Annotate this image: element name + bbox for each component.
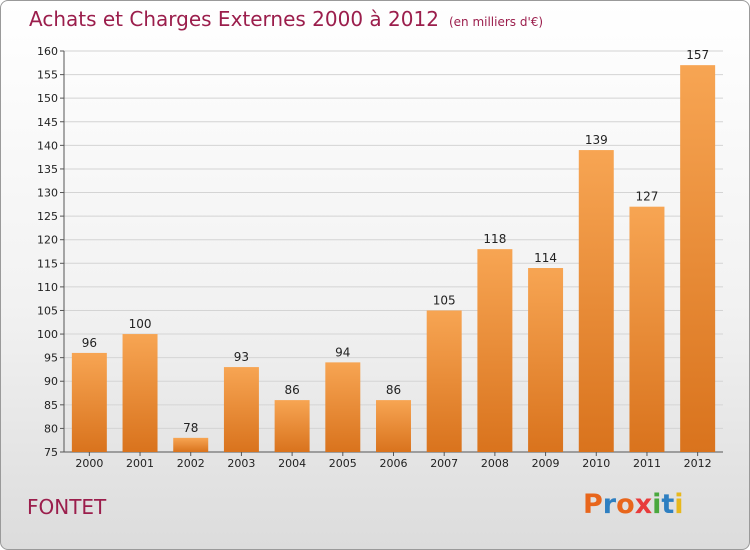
x-tick-label-2009: 2009 bbox=[532, 457, 560, 470]
x-tick-label-2002: 2002 bbox=[177, 457, 205, 470]
y-tick-label: 125 bbox=[37, 210, 58, 223]
logo-letter: i bbox=[674, 489, 684, 520]
logo-letter: r bbox=[602, 489, 617, 520]
data-label-2010: 139 bbox=[585, 133, 608, 147]
bar-2000 bbox=[71, 352, 107, 452]
x-tick-label-2004: 2004 bbox=[278, 457, 306, 470]
proxiti-logo[interactable]: Proxiti bbox=[583, 489, 684, 520]
logo-letter: o bbox=[616, 489, 635, 520]
y-tick-label: 135 bbox=[37, 163, 58, 176]
y-tick-label: 115 bbox=[37, 257, 58, 270]
data-label-2008: 118 bbox=[483, 232, 506, 246]
bar-2009 bbox=[528, 268, 564, 452]
y-tick-label: 95 bbox=[44, 352, 58, 365]
y-tick-label: 155 bbox=[37, 69, 58, 82]
bar-2005 bbox=[325, 362, 361, 452]
logo-letter: t bbox=[661, 489, 675, 520]
x-tick-label-2003: 2003 bbox=[227, 457, 255, 470]
commune-name: FONTET bbox=[27, 495, 107, 519]
data-label-2000: 96 bbox=[82, 336, 97, 350]
logo-letter: i bbox=[652, 489, 662, 520]
logo-letter: x bbox=[634, 489, 653, 520]
bar-2011 bbox=[629, 206, 665, 452]
data-label-2004: 86 bbox=[284, 383, 299, 397]
y-tick-label: 110 bbox=[37, 281, 58, 294]
data-label-2012: 157 bbox=[686, 48, 709, 62]
bar-2001 bbox=[122, 334, 158, 452]
chart-subtitle: (en milliers d'€) bbox=[448, 15, 544, 29]
x-tick-label-2008: 2008 bbox=[481, 457, 509, 470]
bar-2012 bbox=[680, 65, 716, 452]
x-tick-label-2000: 2000 bbox=[75, 457, 103, 470]
y-tick-label: 140 bbox=[37, 139, 58, 152]
x-tick-label-2007: 2007 bbox=[430, 457, 458, 470]
y-tick-label: 85 bbox=[44, 399, 58, 412]
bar-2003 bbox=[223, 367, 259, 452]
chart-title: Achats et Charges Externes 2000 à 2012 (e… bbox=[29, 7, 543, 31]
chart-title-text: Achats et Charges Externes 2000 à 2012 bbox=[29, 7, 439, 31]
data-label-2011: 127 bbox=[636, 190, 659, 204]
x-tick-label-2011: 2011 bbox=[633, 457, 661, 470]
data-label-2006: 86 bbox=[386, 383, 401, 397]
x-tick-label-2001: 2001 bbox=[126, 457, 154, 470]
bar-2010 bbox=[578, 150, 614, 452]
y-tick-label: 130 bbox=[37, 187, 58, 200]
data-label-2001: 100 bbox=[129, 317, 152, 331]
y-tick-label: 150 bbox=[37, 92, 58, 105]
bar-2006 bbox=[376, 400, 411, 452]
x-tick-label-2012: 2012 bbox=[684, 457, 712, 470]
bars bbox=[71, 65, 716, 452]
y-tick-label: 160 bbox=[37, 45, 58, 58]
x-tick-label-2005: 2005 bbox=[329, 457, 357, 470]
y-tick-label: 105 bbox=[37, 304, 58, 317]
y-tick-label: 100 bbox=[37, 328, 58, 341]
y-tick-label: 120 bbox=[37, 234, 58, 247]
bar-2008 bbox=[477, 249, 513, 452]
bar-2004 bbox=[274, 400, 310, 452]
y-tick-label: 75 bbox=[44, 446, 58, 459]
data-label-2002: 78 bbox=[183, 421, 198, 435]
y-tick-label: 145 bbox=[37, 116, 58, 129]
data-label-2007: 105 bbox=[433, 293, 456, 307]
bar-2002 bbox=[173, 437, 209, 452]
x-tick-label-2006: 2006 bbox=[380, 457, 408, 470]
data-label-2009: 114 bbox=[534, 251, 557, 265]
y-tick-label: 80 bbox=[44, 422, 58, 435]
logo-letter: P bbox=[583, 489, 603, 520]
data-labels: 96 100 78 93 86 94 86 105 118 114 139 127 157 bbox=[82, 48, 709, 435]
data-label-2003: 93 bbox=[234, 350, 249, 364]
data-label-2005: 94 bbox=[335, 345, 350, 359]
bar-2007 bbox=[426, 310, 462, 452]
x-tick-label-2010: 2010 bbox=[582, 457, 610, 470]
y-tick-label: 90 bbox=[44, 375, 58, 388]
